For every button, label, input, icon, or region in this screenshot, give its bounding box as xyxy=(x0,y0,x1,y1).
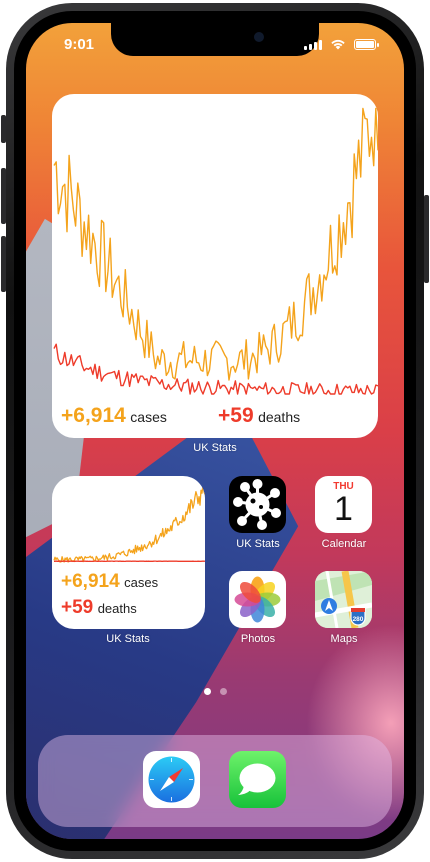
messages-icon xyxy=(238,763,276,795)
cases-line xyxy=(53,483,205,563)
calendar-date: 1 xyxy=(334,490,353,528)
cases-value: +6,914 xyxy=(61,404,126,427)
uk-stats-app-icon[interactable] xyxy=(229,476,286,533)
deaths-stat: +59 deaths xyxy=(218,404,300,428)
uk-stats-widget-large[interactable]: +6,914 cases +59 deaths xyxy=(52,94,378,438)
page-dot xyxy=(204,688,211,695)
status-time: 9:01 xyxy=(64,36,95,53)
app-label-calendar: Calendar xyxy=(321,538,367,550)
messages-app-icon[interactable] xyxy=(229,751,286,808)
calendar-app-icon[interactable]: THU 1 xyxy=(315,476,372,533)
cases-value: +6,914 xyxy=(61,571,120,592)
maps-icon: 280 xyxy=(315,571,372,628)
app-label-photos: Photos xyxy=(240,633,276,645)
home-screen: 9:01 +6,914 cases +59 deaths UK Stats xyxy=(26,23,404,839)
calendar-day: THU xyxy=(333,481,354,492)
signal-icon xyxy=(304,39,322,50)
cases-line xyxy=(53,107,378,381)
deaths-value: +59 xyxy=(218,404,254,427)
safari-app-icon[interactable] xyxy=(143,751,200,808)
uk-stats-widget-small[interactable]: +6,914 cases +59 deaths xyxy=(52,476,205,629)
status-icons xyxy=(304,38,379,50)
widget-large-label: UK Stats xyxy=(193,442,237,454)
camera-icon xyxy=(254,32,264,42)
photos-icon xyxy=(234,576,281,623)
wifi-icon xyxy=(331,39,345,50)
cases-deaths-chart xyxy=(53,107,378,395)
cases-label: cases xyxy=(124,575,159,590)
notch xyxy=(111,23,319,56)
safari-icon xyxy=(148,756,195,803)
volume-up-button xyxy=(1,168,6,224)
cases-stat: +6,914 cases xyxy=(61,571,158,593)
cases-label: cases xyxy=(130,409,167,425)
dock xyxy=(38,735,392,827)
widget-small-label: UK Stats xyxy=(106,633,150,645)
page-dot xyxy=(220,688,227,695)
deaths-stat: +59 deaths xyxy=(61,597,137,619)
app-label-maps: Maps xyxy=(330,633,358,645)
cases-deaths-chart-small xyxy=(53,483,205,563)
cases-stat: +6,914 cases xyxy=(61,404,167,428)
maps-badge: 280 xyxy=(353,616,364,623)
app-label-uk-stats: UK Stats xyxy=(236,538,280,550)
silent-switch xyxy=(1,115,6,143)
deaths-line xyxy=(53,343,378,395)
maps-app-icon[interactable]: 280 xyxy=(315,571,372,628)
page-indicator[interactable] xyxy=(204,688,227,695)
deaths-label: deaths xyxy=(258,409,301,425)
deaths-label: deaths xyxy=(97,601,137,616)
volume-down-button xyxy=(1,236,6,292)
photos-app-icon[interactable] xyxy=(229,571,286,628)
side-button xyxy=(424,195,429,283)
battery-icon xyxy=(354,38,379,50)
virus-icon xyxy=(233,479,281,530)
deaths-value: +59 xyxy=(61,597,94,618)
